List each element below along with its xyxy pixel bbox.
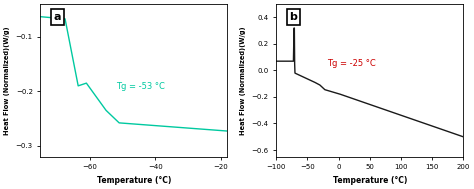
- X-axis label: Temperature (°C): Temperature (°C): [97, 176, 171, 185]
- Y-axis label: Heat Flow (Normalized)(W/g): Heat Flow (Normalized)(W/g): [240, 26, 246, 135]
- Text: b: b: [289, 12, 297, 22]
- X-axis label: Temperature (°C): Temperature (°C): [333, 176, 407, 185]
- Y-axis label: Heat Flow (Normalized)(W/g): Heat Flow (Normalized)(W/g): [4, 26, 10, 135]
- Text: Tg = -53 °C: Tg = -53 °C: [116, 82, 165, 91]
- Text: Tg = -25 °C: Tg = -25 °C: [328, 60, 376, 68]
- Text: a: a: [54, 12, 61, 22]
